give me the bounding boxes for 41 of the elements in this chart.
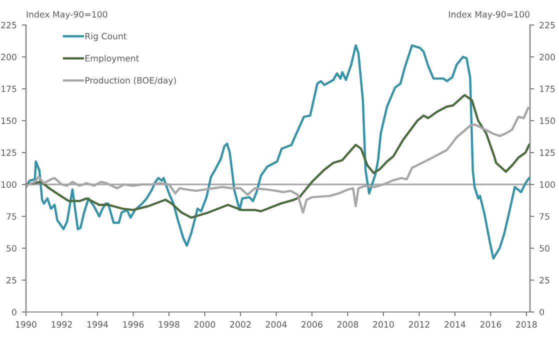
y-tick-label: 175 [1,86,16,92]
legend-label: Production (BOE/day) [86,76,176,86]
y2-tick-label: 100 [540,181,555,188]
y-tick-label: 25 [6,276,16,284]
y2-tick-label: 50 [540,245,550,252]
x-tick-label: 2000 [194,321,216,328]
x-tick-label: 2006 [302,321,322,328]
y2-axis-title: Index May-90=100 [449,10,530,20]
legend-label: Rig Count [86,32,127,42]
y2-tick-label: 225 [540,22,555,28]
x-tick-label: 1996 [123,321,144,328]
y2-tick-label: 75 [540,213,550,220]
x-tick-label: 2016 [480,321,502,328]
x-tick-label: 1994 [87,321,108,328]
y2-tick-label: 125 [540,149,555,156]
y-tick-label: 75 [6,213,16,220]
y-tick-label: 225 [1,22,16,28]
x-tick-label: 2002 [230,321,251,328]
x-tick-label: 2018 [516,321,537,328]
x-tick-label: 2014 [444,321,466,328]
x-tick-label: 1990 [16,321,36,328]
y2-tick-label: 0 [540,308,544,316]
y2-tick-label: 175 [540,86,555,92]
x-tick-label: 2004 [266,321,287,328]
x-tick-label: 2008 [337,321,358,328]
y-tick-label: 125 [1,149,16,156]
y-tick-label: 0 [12,308,16,316]
x-tick-label: 2012 [408,321,430,328]
y2-tick-label: 200 [540,54,555,60]
legend-label: Employment [86,54,140,64]
y2-tick-label: 150 [540,118,555,124]
y-axis-title: Index May-90=100 [26,10,108,20]
y-tick-label: 150 [1,118,16,124]
y2-tick-label: 25 [540,276,550,284]
y-tick-label: 200 [1,54,16,60]
y-tick-label: 100 [1,181,16,188]
line-series [26,44,530,260]
x-tick-label: 2010 [373,321,394,328]
x-tick-label: 1998 [158,321,180,328]
x-tick-label: 1992 [52,321,72,328]
y-tick-label: 50 [6,245,16,252]
